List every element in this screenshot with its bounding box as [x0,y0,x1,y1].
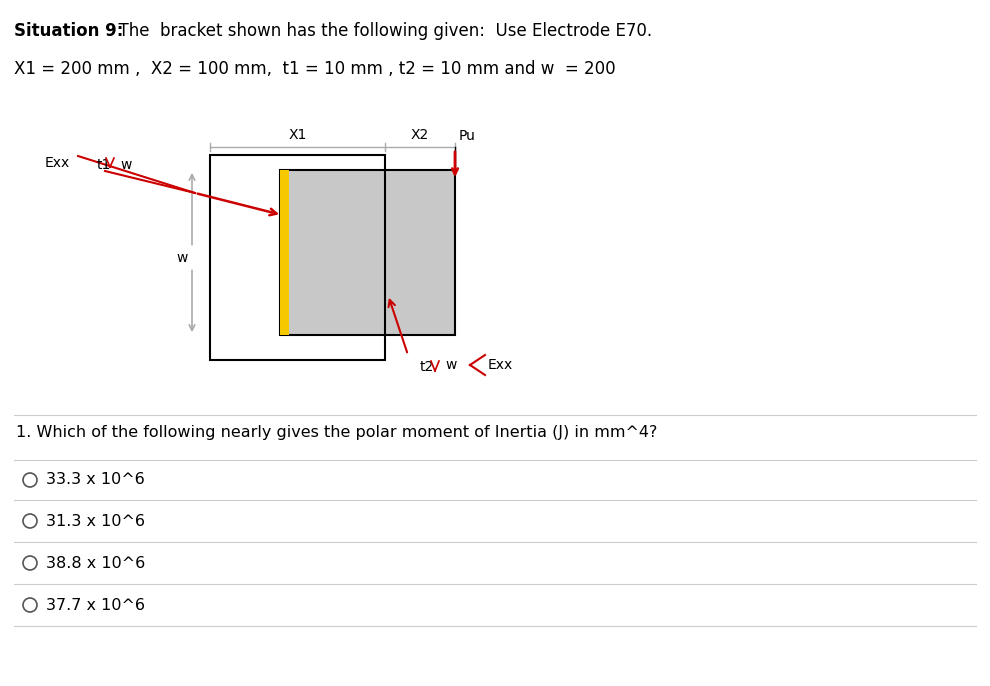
Text: 37.7 x 10^6: 37.7 x 10^6 [46,598,145,613]
Text: X2: X2 [411,128,429,142]
Text: w: w [120,158,132,172]
Bar [280,170,455,335]
Text: 38.8 x 10^6: 38.8 x 10^6 [46,556,146,571]
Text: Pu: Pu [459,129,476,143]
Text: 1. Which of the following nearly gives the polar moment of Inertia (J) in mm^4?: 1. Which of the following nearly gives t… [16,425,657,440]
Text: t1: t1 [97,158,111,172]
Text: 31.3 x 10^6: 31.3 x 10^6 [46,514,145,528]
Text: X1: X1 [288,128,307,142]
Text: t2: t2 [420,360,435,374]
Text: Exx: Exx [45,156,70,170]
Text: Situation 9:: Situation 9: [14,22,123,40]
Text: 33.3 x 10^6: 33.3 x 10^6 [46,473,145,488]
Text: X1 = 200 mm ,  X2 = 100 mm,  t1 = 10 mm , t2 = 10 mm and w  = 200: X1 = 200 mm , X2 = 100 mm, t1 = 10 mm , … [14,60,616,78]
Text: Exx: Exx [488,358,513,372]
Text: The  bracket shown has the following given:  Use Electrode E70.: The bracket shown has the following give… [108,22,652,40]
Text: w: w [445,358,456,372]
Bar [210,155,385,360]
Bar [280,170,289,335]
Text: w: w [176,250,188,265]
